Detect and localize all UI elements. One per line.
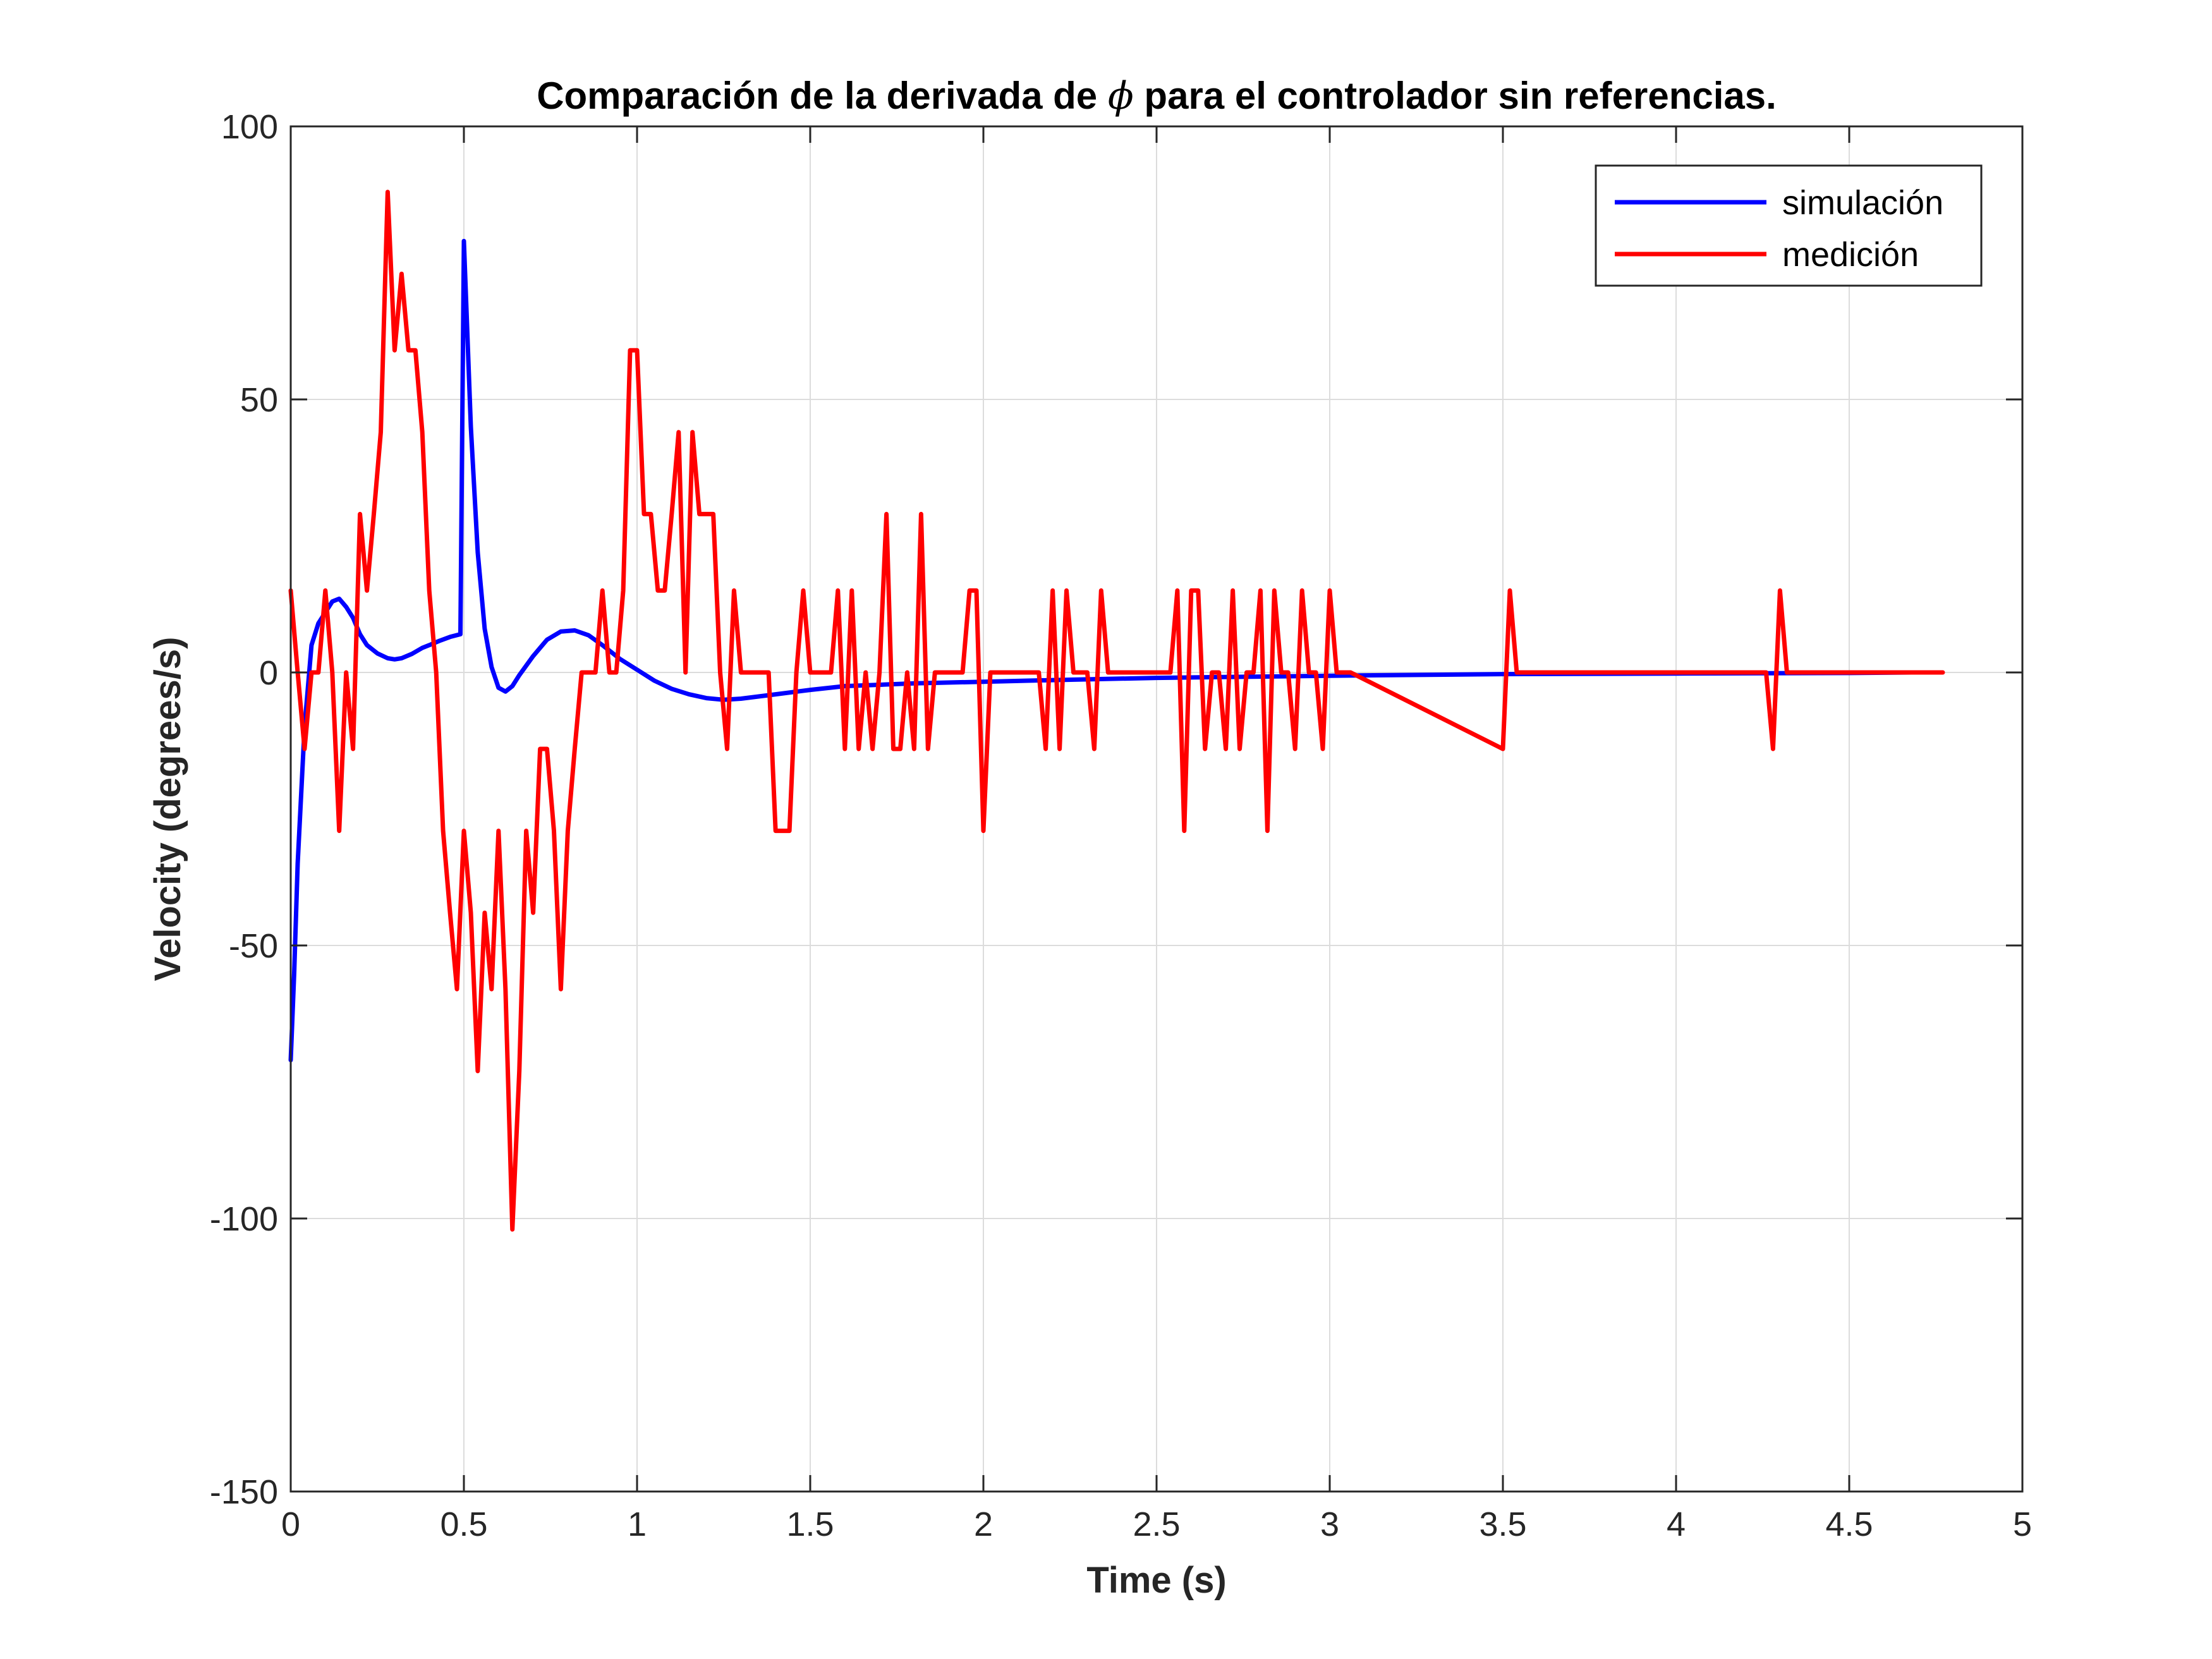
x-tick-label: 4: [1667, 1505, 1686, 1543]
legend-label-1: simulación: [1782, 184, 1943, 222]
y-axis-label: Velocity (degrees/s): [147, 637, 188, 981]
y-tick-label: 100: [221, 108, 278, 146]
y-tick-label: 50: [240, 381, 278, 419]
series-layer: [288, 190, 1945, 1232]
x-tick-label: 2: [974, 1505, 993, 1543]
ticks: 0 0.5 1 1.5 2 2.5 3 3.5 4 4.5 5 -150 -100 -50 0 50 100: [210, 108, 2032, 1543]
chart-title: Comparación de la derivada de ϕ para el …: [537, 74, 1777, 118]
series-line-2: [288, 190, 1945, 1232]
y-tick-label: -50: [229, 927, 278, 965]
x-tick-label: 3.5: [1479, 1505, 1526, 1543]
x-tick-label: 1.5: [786, 1505, 834, 1543]
x-tick-label: 1: [628, 1505, 647, 1543]
legend: simulación medición: [1595, 164, 1983, 287]
x-tick-label: 0: [281, 1505, 300, 1543]
x-tick-label: 3: [1320, 1505, 1339, 1543]
x-tick-label: 0.5: [440, 1505, 487, 1543]
legend-label-2: medición: [1782, 236, 1919, 274]
series-line-1: [288, 238, 1914, 1062]
legend-box: [1595, 164, 1983, 287]
x-tick-label: 5: [2013, 1505, 2032, 1543]
y-tick-label: 0: [259, 654, 278, 692]
x-axis-label: Time (s): [1086, 1560, 1226, 1601]
x-tick-label: 4.5: [1825, 1505, 1873, 1543]
y-tick-label: -100: [210, 1200, 278, 1238]
y-tick-label: -150: [210, 1473, 278, 1511]
x-tick-label: 2.5: [1133, 1505, 1180, 1543]
